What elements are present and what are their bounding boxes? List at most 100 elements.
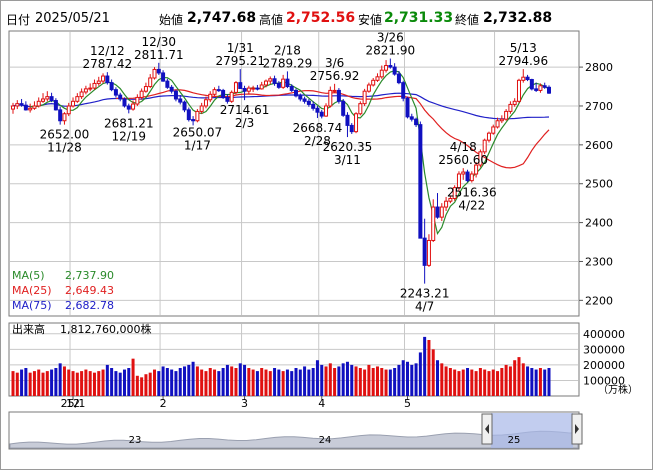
volume-bar	[294, 368, 298, 396]
volume-bar	[127, 368, 131, 396]
volume-bar	[543, 369, 547, 396]
volume-bar	[521, 363, 525, 396]
volume-bar	[466, 368, 470, 396]
open-value: 2,747.68	[187, 10, 257, 26]
volume-bar	[290, 371, 294, 396]
candle-body	[259, 84, 264, 90]
candle-body	[208, 93, 213, 101]
candle-body	[285, 78, 290, 88]
candle-body	[212, 89, 217, 95]
volume-bar	[401, 360, 405, 396]
volume-bar	[195, 366, 199, 396]
navigator-left-handle[interactable]	[481, 413, 493, 445]
candle-body	[396, 73, 401, 84]
candle-body	[384, 65, 389, 71]
volume-bar	[32, 371, 36, 396]
candle-body	[131, 103, 136, 110]
candle-body	[294, 89, 299, 97]
volume-bar	[84, 369, 88, 396]
volume-bar	[225, 364, 229, 396]
candle-body	[486, 132, 491, 141]
low-value: 2,731.33	[384, 10, 454, 26]
candle-body	[15, 103, 20, 107]
annotation-label: 2787.42	[83, 57, 133, 71]
volume-bar	[273, 368, 277, 396]
volume-bar	[67, 369, 71, 396]
volume-bar	[341, 363, 345, 396]
volume-bar	[350, 364, 354, 396]
volume-bar	[161, 366, 165, 396]
candle-body	[426, 239, 431, 266]
volume-bar	[508, 366, 512, 396]
candle-body	[178, 98, 183, 103]
candle-body	[238, 82, 243, 89]
volume-bar	[165, 368, 169, 396]
candle-body	[324, 105, 329, 117]
volume-bar	[37, 369, 41, 396]
volume-bar	[140, 377, 144, 396]
volume-bar	[174, 371, 178, 396]
volume-bar	[221, 368, 225, 396]
volume-bar	[208, 368, 212, 396]
volume-bar	[397, 364, 401, 396]
annotation-label: 2652.00	[40, 128, 90, 142]
volume-bar	[191, 361, 195, 396]
annotation-label: 3/26	[377, 31, 404, 45]
volume-bar	[345, 361, 349, 396]
candle-body	[508, 103, 513, 112]
candle-body	[379, 69, 384, 78]
candle-body	[268, 78, 273, 82]
annotation-label: 4/18	[450, 140, 477, 154]
volume-bar	[496, 371, 500, 396]
candle-body	[311, 103, 316, 109]
volume-bar	[41, 372, 45, 396]
candle-body	[221, 89, 226, 98]
candle-body	[216, 89, 221, 92]
candle-body	[525, 76, 530, 81]
candle-body	[495, 120, 500, 128]
ma-legend: MA(5) 2,737.90 MA(25) 2,649.43 MA(75) 2,682.7…	[12, 269, 114, 312]
volume-bar	[478, 368, 482, 396]
candle-body	[272, 78, 277, 84]
volume-bar	[281, 371, 285, 396]
volume-bar	[101, 369, 105, 396]
volume-bar	[457, 371, 461, 396]
candle-body	[126, 105, 131, 110]
volume-bar	[491, 369, 495, 396]
annotation-label: 2756.92	[310, 69, 360, 83]
volume-bar	[311, 368, 315, 396]
x-tick-label: 12	[66, 397, 80, 410]
candle-body	[474, 164, 479, 175]
volume-tick-label: 200000	[583, 359, 625, 372]
annotation-label: 1/31	[227, 41, 254, 55]
volume-bar	[298, 369, 302, 396]
volume-bar	[393, 368, 397, 396]
price-tick-label: 2800	[585, 61, 613, 74]
candle-body	[435, 206, 440, 218]
annotation-label: 2821.90	[366, 44, 416, 58]
volume-y-axis: 400000 300000 200000 100000	[583, 328, 625, 388]
candle-body	[79, 91, 84, 98]
annotation-label: 2795.21	[215, 54, 265, 68]
close-value: 2,732.88	[483, 10, 553, 26]
x-tick-label: 3	[241, 397, 248, 410]
candle-body	[246, 87, 251, 92]
navigator-range-selection[interactable]	[491, 413, 573, 448]
volume-bar	[88, 371, 92, 396]
candle-body	[319, 111, 324, 117]
candle-body	[113, 89, 118, 96]
annotation-label: 2516.36	[447, 186, 497, 200]
volume-tick-label: 400000	[583, 328, 625, 341]
candle-body	[345, 114, 350, 126]
volume-bar	[418, 352, 422, 396]
volume-bar	[157, 371, 161, 396]
candle-body	[534, 88, 539, 91]
close-label: 終値	[455, 13, 480, 27]
volume-bar	[530, 368, 534, 396]
price-tick-label: 2600	[585, 139, 613, 152]
volume-bar	[388, 369, 392, 396]
volume-bar	[183, 366, 187, 396]
candle-body	[49, 96, 54, 102]
navigator-right-handle[interactable]	[571, 413, 583, 445]
